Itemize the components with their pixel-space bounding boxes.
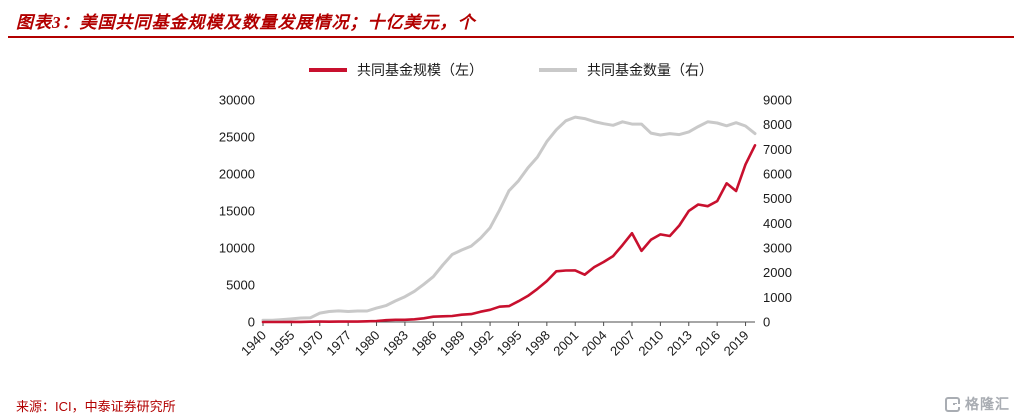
- x-axis-label: 1940: [238, 328, 269, 359]
- gelonghui-logo-text: 格隆汇: [965, 396, 1010, 412]
- x-axis-label: 2004: [579, 328, 610, 359]
- left-axis-label: 5000: [226, 278, 255, 293]
- right-axis-label: 8000: [763, 117, 792, 132]
- figure-title: 图表3：美国共同基金规模及数量发展情况；十亿美元，个: [16, 13, 476, 32]
- line-chart: 0 5000 10000 15000 20000 25000 30000 0 1000 2000 3…: [219, 93, 792, 359]
- title-divider: [8, 36, 1014, 38]
- gelonghui-logo-icon: [945, 396, 960, 412]
- x-axis-label: 2001: [550, 328, 581, 359]
- fund-scale-line-swatch: [309, 68, 347, 72]
- legend-item-fund-scale: 共同基金规模（左）: [309, 60, 483, 80]
- source-note: 来源：ICI，中泰证券研究所: [16, 399, 176, 414]
- left-axis-label: 25000: [219, 130, 255, 145]
- fund-count-line-swatch: [539, 68, 577, 72]
- left-axis-label: 15000: [219, 204, 255, 219]
- x-axis-label: 1992: [465, 328, 496, 359]
- left-axis-label: 30000: [219, 93, 255, 108]
- right-axis-label: 1000: [763, 290, 792, 305]
- x-axis-label: 1980: [352, 328, 383, 359]
- x-axis-label: 1955: [266, 328, 297, 359]
- right-axis-label: 9000: [763, 93, 792, 108]
- right-axis-label: 5000: [763, 191, 792, 206]
- x-axis-label: 2010: [635, 328, 666, 359]
- right-axis-label: 6000: [763, 167, 792, 182]
- series-line-right: [261, 115, 757, 322]
- x-axis-label: 1989: [437, 328, 468, 359]
- x-axis-label: 1986: [408, 328, 439, 359]
- x-axis-label: 2016: [692, 328, 723, 359]
- x-axis-label: 2013: [664, 328, 695, 359]
- right-axis-label: 7000: [763, 142, 792, 157]
- x-axis-label: 1970: [295, 328, 326, 359]
- legend-label-fund-scale: 共同基金规模（左）: [357, 62, 483, 78]
- x-axis-label: 1977: [323, 328, 354, 359]
- right-axis-label: 3000: [763, 241, 792, 256]
- right-axis-label: 2000: [763, 265, 792, 280]
- x-axis-label: 2019: [721, 328, 752, 359]
- x-axis-label: 2007: [607, 328, 638, 359]
- chart-legend: 共同基金规模（左） 共同基金数量（右）: [0, 60, 1022, 80]
- x-axis-label: 1998: [522, 328, 553, 359]
- x-axis-label: 1995: [494, 328, 525, 359]
- gelonghui-logo: 格隆汇: [945, 394, 1010, 414]
- legend-label-fund-count: 共同基金数量（右）: [587, 62, 713, 78]
- legend-item-fund-count: 共同基金数量（右）: [539, 60, 713, 80]
- series-line-left: [261, 143, 757, 324]
- right-axis-label: 0: [763, 315, 770, 330]
- left-axis-label: 0: [248, 315, 255, 330]
- chart-area: 0 5000 10000 15000 20000 25000 30000 0 1000 2000 3…: [200, 88, 830, 388]
- x-axis-label: 1983: [380, 328, 411, 359]
- right-axis-label: 4000: [763, 216, 792, 231]
- left-axis-label: 20000: [219, 167, 255, 182]
- left-axis-label: 10000: [219, 241, 255, 256]
